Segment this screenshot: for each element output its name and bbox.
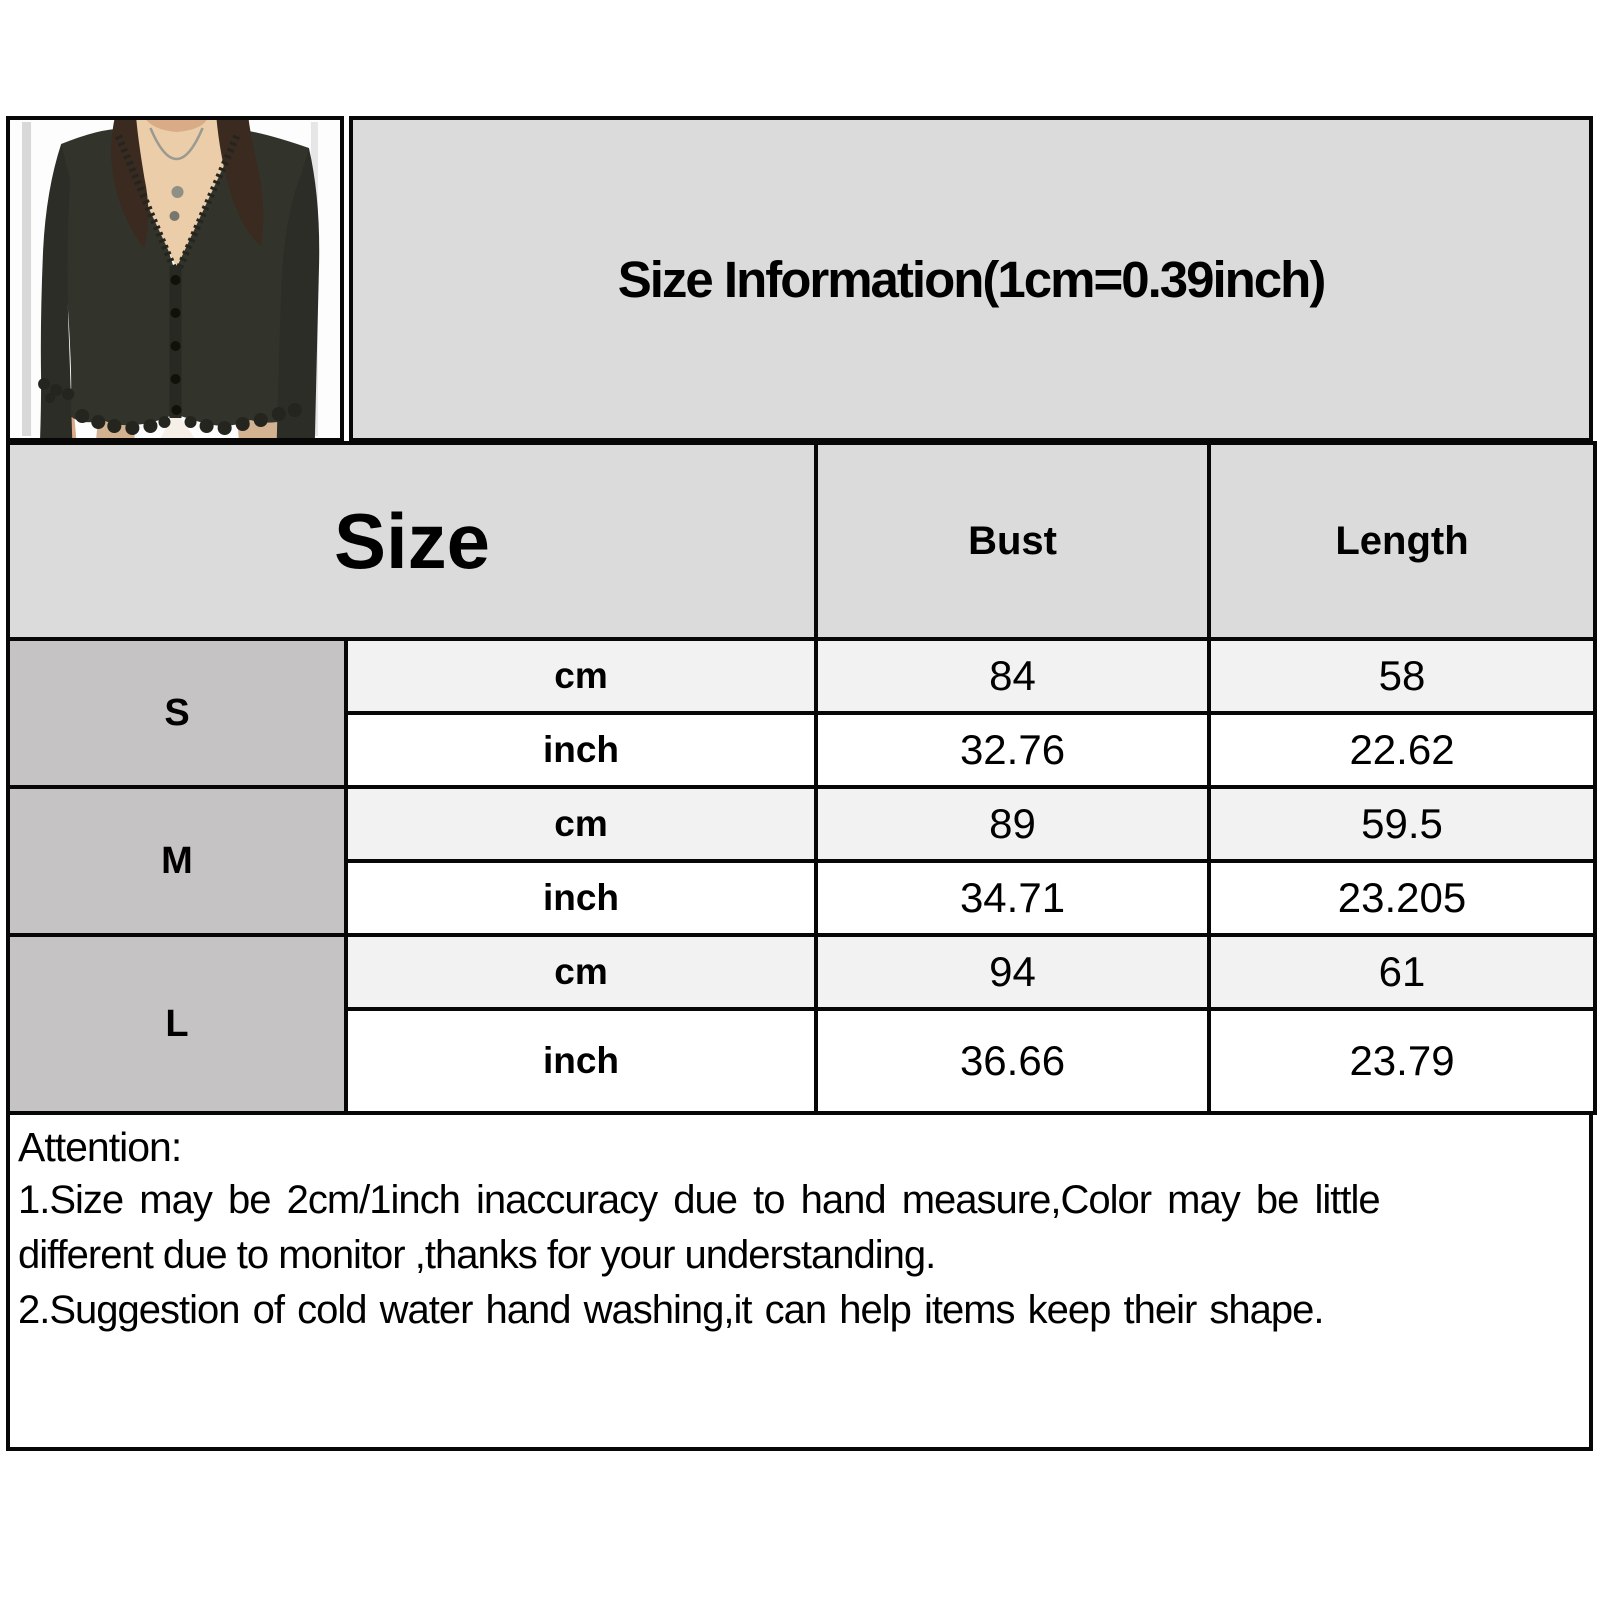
value-s-bust-cm: 84 [814,637,1212,715]
top-band: Size Information(1cm=0.39inch) [6,116,1593,442]
value-l-bust-cm: 94 [814,933,1212,1011]
column-header-length: Length [1207,441,1598,641]
page-title: Size Information(1cm=0.39inch) [617,250,1327,308]
value-m-bust-cm: 89 [814,785,1212,863]
attention-line-3: 2.Suggestion of cold water hand washing,… [18,1288,1325,1332]
chin-shadow [146,120,207,132]
table-row-l-inch: inch 36.66 23.79 [8,1007,1598,1115]
column-header-size: Size [5,441,819,641]
button [170,308,181,318]
neckline-ruffle-right [175,134,240,272]
button [171,405,182,415]
value-m-bust-inch: 34.71 [814,859,1212,937]
photo-edge-strip-left [22,122,32,436]
unit-label-cm: cm [343,933,819,1011]
value-s-length-cm: 58 [1207,637,1598,715]
button [170,341,181,351]
size-label-m: M [6,785,348,937]
value-m-length-inch: 23.205 [1207,859,1598,937]
value-s-bust-inch: 32.76 [814,711,1212,789]
attention-line-1: 1.Size may be 2cm/1inch inaccuracy due t… [18,1178,1381,1222]
unit-label-inch: inch [343,859,819,937]
unit-label-inch: inch [343,711,819,789]
table-header-row: Size Bust Length [5,441,1598,641]
product-photo [6,116,344,442]
value-m-length-cm: 59.5 [1207,785,1598,863]
attention-heading: Attention: [18,1124,182,1170]
cardigan-sleeve-left [40,144,73,438]
value-l-bust-inch: 36.66 [814,1007,1212,1115]
size-table: Size Bust Length S cm 84 58 inch 32.76 2… [5,441,1598,1115]
neckline-ruffle-left [115,134,178,272]
size-label-l: L [6,933,348,1115]
hair-right [216,120,264,246]
table-row-s-cm: S cm 84 58 [6,637,1598,789]
value-l-length-inch: 23.79 [1207,1007,1598,1115]
unit-label-inch: inch [343,1007,819,1115]
button [170,275,181,285]
button [170,374,181,384]
column-header-bust: Bust [814,441,1212,641]
attention-box: Attention: 1.Size may be 2cm/1inch inacc… [6,1115,1593,1451]
table-row-m-cm: M cm 89 59.5 [6,785,1598,937]
necklace-pendant [171,186,184,198]
table-row-m-inch: inch 34.71 23.205 [8,859,1598,937]
unit-label-cm: cm [343,785,819,863]
attention-line-2: different due to monitor ,thanks for you… [18,1233,936,1277]
size-chart-frame: Size Information(1cm=0.39inch) Size Bust… [5,116,1598,1451]
value-l-length-cm: 61 [1207,933,1598,1011]
cuff-ruffle-left [38,378,75,403]
table-row-l-cm: L cm 94 61 [6,933,1598,1115]
value-s-length-inch: 22.62 [1207,711,1598,789]
title-band: Size Information(1cm=0.39inch) [349,116,1593,442]
unit-label-cm: cm [343,637,819,715]
product-photo-illustration [10,120,340,438]
hair-left [111,120,149,248]
table-row-s-inch: inch 32.76 22.62 [8,711,1598,789]
necklace-chain [149,127,204,160]
hem-ruffle [75,403,302,435]
size-label-s: S [6,637,348,789]
cardigan-sleeve-right [276,148,320,438]
necklace-pendant-2 [169,211,180,221]
